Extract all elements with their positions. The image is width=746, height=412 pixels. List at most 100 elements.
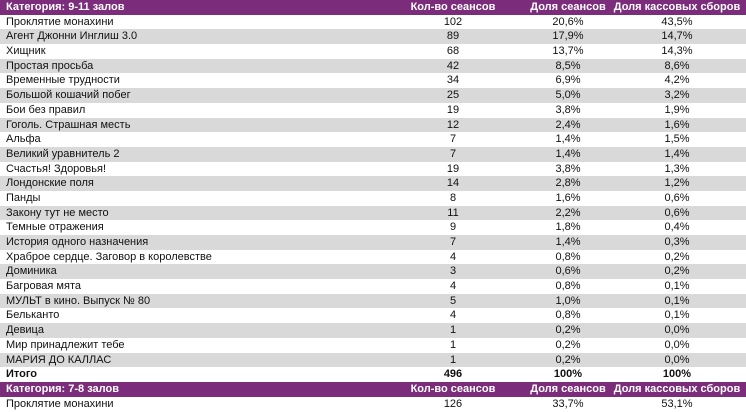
- header-col-share-sessions: Доля сеансов: [530, 1, 606, 13]
- box-office-share: 0,2%: [664, 265, 690, 278]
- sessions-share: 0,8%: [555, 280, 581, 293]
- table-row: Темные отражения 9 1,8% 0,4%: [0, 220, 746, 235]
- sessions-count: 3: [449, 265, 457, 278]
- sessions-share: 1,0%: [555, 294, 581, 307]
- table-row: Хищник 68 13,7% 14,3%: [0, 44, 746, 59]
- box-office-share: 0,1%: [664, 280, 690, 293]
- table-row: Лондонские поля 14 2,8% 1,2%: [0, 176, 746, 191]
- sessions-count: 19: [446, 162, 460, 175]
- film-title: Проклятие монахини: [6, 15, 114, 28]
- table-row: История одного назначения 7 1,4% 0,3%: [0, 235, 746, 250]
- sessions-count: 25: [446, 89, 460, 102]
- sessions-count: 14: [446, 177, 460, 190]
- sessions-share: 1,4%: [555, 133, 581, 146]
- header-col-share-box: Доля кассовых сборов: [613, 1, 741, 13]
- sessions-share: 17,9%: [552, 30, 584, 43]
- box-office-share: 1,9%: [664, 103, 690, 116]
- sessions-share: 0,8%: [555, 250, 581, 263]
- table-row: Гоголь. Страшная месть 12 2,4% 1,6%: [0, 117, 746, 133]
- sessions-share: 0,2%: [555, 353, 581, 366]
- box-office-share: 4,2%: [664, 74, 690, 87]
- sessions-count: 5: [449, 294, 457, 307]
- table-row: Великий уравнитель 2 7 1,4% 1,4%: [0, 146, 746, 162]
- header-col-sessions: Кол-во сеансов: [410, 1, 496, 13]
- box-office-share: 0,0%: [664, 353, 690, 366]
- film-title: Девица: [6, 324, 44, 337]
- sessions-share: 1,4%: [555, 147, 581, 160]
- table-row: Бельканто 4 0,8% 0,1%: [0, 308, 746, 323]
- table-row: Счастья! Здоровья! 19 3,8% 1,3%: [0, 162, 746, 177]
- sessions-count: 12: [446, 118, 460, 131]
- sessions-share: 2,8%: [555, 177, 581, 190]
- table-row: Багровая мята 4 0,8% 0,1%: [0, 279, 746, 294]
- table-row: Агент Джонни Инглиш 3.0 89 17,9% 14,7%: [0, 29, 746, 45]
- box-office-share: 1,6%: [664, 118, 690, 131]
- sessions-share: 1,4%: [555, 236, 581, 248]
- table-row: Девица 1 0,2% 0,0%: [0, 323, 746, 338]
- box-office-share: 0,6%: [664, 191, 690, 204]
- film-title: Закону тут не место: [6, 206, 109, 219]
- film-title: Альфа: [6, 133, 41, 146]
- sessions-count: 11: [447, 206, 459, 219]
- sessions-count: 19: [446, 103, 460, 116]
- sessions-count: 8: [449, 191, 457, 204]
- sessions-share: 0,8%: [555, 309, 581, 322]
- header-category: Категория: 9-11 залов: [6, 1, 125, 13]
- sessions-count: 102: [443, 15, 463, 28]
- film-title: Мир принадлежит тебе: [6, 338, 125, 351]
- box-office-share: 0,2%: [664, 250, 690, 263]
- table-row: Проклятие монахини 102 20,6% 43,5%: [0, 15, 746, 30]
- sessions-share: 3,8%: [555, 162, 581, 175]
- film-title: Багровая мята: [6, 280, 81, 293]
- table-row: МУЛЬТ в кино. Выпуск № 80 5 1,0% 0,1%: [0, 293, 746, 309]
- box-office-share: 53,1%: [661, 397, 693, 410]
- box-office-share: 3,2%: [664, 89, 690, 102]
- table-row: МАРИЯ ДО КАЛЛАС 1 0,2% 0,0%: [0, 352, 746, 368]
- sessions-count: 68: [446, 45, 460, 58]
- table-row: Большой кошачий побег 25 5,0% 3,2%: [0, 88, 746, 103]
- sessions-count: 1: [449, 324, 457, 337]
- box-office-share: 1,4%: [664, 147, 690, 160]
- film-title: Проклятие монахини: [6, 397, 114, 410]
- sessions-count: 1: [449, 353, 457, 366]
- sessions-count: 4: [449, 250, 457, 263]
- film-title: МУЛЬТ в кино. Выпуск № 80: [6, 294, 151, 307]
- table-row: Закону тут не место 11 2,2% 0,6%: [0, 205, 746, 221]
- sessions-share: 0,2%: [555, 338, 581, 351]
- sessions-share: 0,6%: [555, 265, 581, 278]
- sessions-count: 7: [449, 236, 457, 248]
- sessions-count: 4: [449, 280, 457, 293]
- sessions-share: 3,8%: [555, 103, 581, 116]
- film-title: Агент Джонни Инглиш 3.0: [6, 30, 138, 43]
- header-col-share-sessions: Доля сеансов: [530, 382, 606, 395]
- film-title: Панды: [6, 191, 41, 204]
- total-sessions-count: 496: [443, 368, 463, 381]
- film-title: Храброе сердце. Заговор в королевстве: [6, 250, 212, 263]
- film-title: Простая просьба: [6, 59, 94, 72]
- film-title: Хищник: [6, 45, 46, 58]
- box-office-share: 0,1%: [664, 309, 690, 322]
- sessions-share: 13,7%: [552, 45, 584, 58]
- box-office-share: 0,1%: [664, 294, 690, 307]
- film-title: Большой кошачий побег: [6, 89, 131, 102]
- total-row: Итого 496 100% 100%: [0, 367, 746, 382]
- box-office-share: 0,6%: [664, 206, 690, 219]
- sessions-share: 20,6%: [552, 15, 584, 28]
- table-row: Мир принадлежит тебе 1 0,2% 0,0%: [0, 338, 746, 353]
- box-office-share: 0,0%: [664, 324, 690, 337]
- sessions-share: 6,9%: [555, 74, 581, 87]
- sessions-count: 9: [449, 221, 457, 234]
- sessions-share: 0,2%: [555, 324, 581, 337]
- sessions-share: 5,0%: [555, 89, 581, 102]
- film-title: Доминика: [6, 265, 57, 278]
- film-title: МАРИЯ ДО КАЛЛАС: [6, 353, 112, 366]
- box-office-share: 0,4%: [664, 221, 690, 234]
- film-title: Темные отражения: [6, 221, 104, 234]
- box-office-share: 14,3%: [661, 45, 693, 58]
- box-office-share: 1,5%: [664, 133, 690, 146]
- box-office-share: 0,0%: [664, 338, 690, 351]
- box-office-share: 14,7%: [661, 30, 693, 43]
- sessions-share: 1,6%: [555, 191, 581, 204]
- header-col-share-box: Доля кассовых сборов: [613, 382, 741, 395]
